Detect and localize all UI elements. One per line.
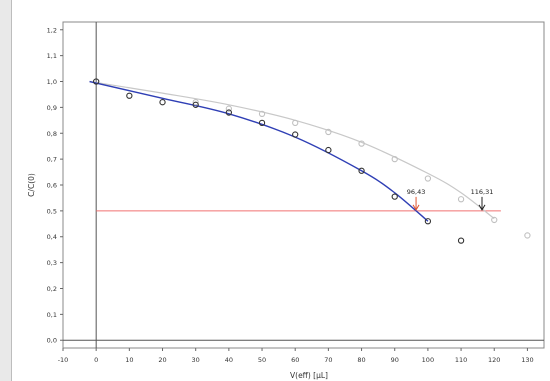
x-tick-label: 110 [455,356,467,364]
x-tick-label: 10 [125,356,133,364]
data-point-grey [292,119,299,127]
x-tick-label: 50 [258,356,266,364]
x-tick-label: 100 [422,356,434,364]
data-point-dark [358,167,365,174]
fit-curve-grey [89,80,495,220]
y-tick-label: 0,2 [47,285,57,293]
x-tick-label: 30 [192,356,200,364]
data-point-grey [524,232,531,239]
y-tick-label: 1,1 [47,52,57,60]
data-point-dark [292,131,299,138]
data-point-dark [126,92,133,99]
x-tick-label: 0 [94,356,98,364]
annotation-arrow-head [478,204,486,211]
data-point-dark [159,99,166,106]
y-axis-label: C/C(0) [27,173,36,197]
x-tick-label: 60 [291,356,299,364]
y-tick-label: 0,1 [47,311,57,319]
x-tick-label: 40 [225,356,233,364]
y-tick-label: 0,0 [47,337,57,345]
y-tick-label: 1,0 [47,78,57,86]
y-tick-label: 0,6 [47,182,57,190]
data-point-grey [325,128,332,136]
data-point-dark [192,101,199,108]
plot-area [62,21,545,349]
data-point-grey [358,140,365,147]
y-tick-label: 0,7 [47,156,57,164]
data-point-grey [457,196,465,203]
x-tick-label: 70 [324,356,332,364]
annotation-label: 96,43 [407,188,426,196]
data-point-dark [258,119,266,127]
y-tick-label: 0,9 [47,104,57,112]
data-point-grey [258,110,266,117]
data-point-grey [424,175,432,182]
y-tick-label: 0,5 [47,207,57,215]
y-tick-label: 0,3 [47,259,57,267]
annotation-label: 116,31 [471,188,494,196]
x-tick-label: -10 [58,356,69,364]
x-tick-label: 130 [521,356,533,364]
y-tick-label: 0,8 [47,130,57,138]
y-tick-label: 0,4 [47,233,57,241]
left-panel-strip [0,0,12,381]
x-tick-label: 20 [158,356,166,364]
x-tick-label: 80 [357,356,365,364]
data-point-dark [391,193,398,200]
data-point-grey [192,99,199,106]
x-tick-label: 90 [391,356,399,364]
data-point-dark [457,237,465,244]
x-axis-label: V(eff) [µL] [290,371,328,380]
y-tick-label: 1,2 [47,26,57,34]
data-point-grey [225,105,233,112]
data-point-dark [93,78,100,85]
data-point-grey [391,155,398,163]
x-tick-label: 120 [488,356,500,364]
data-point-dark [325,146,332,154]
annotation-arrow-head [412,204,420,211]
data-point-grey [491,216,498,224]
data-point-dark [424,218,432,225]
data-point-dark [225,109,233,116]
